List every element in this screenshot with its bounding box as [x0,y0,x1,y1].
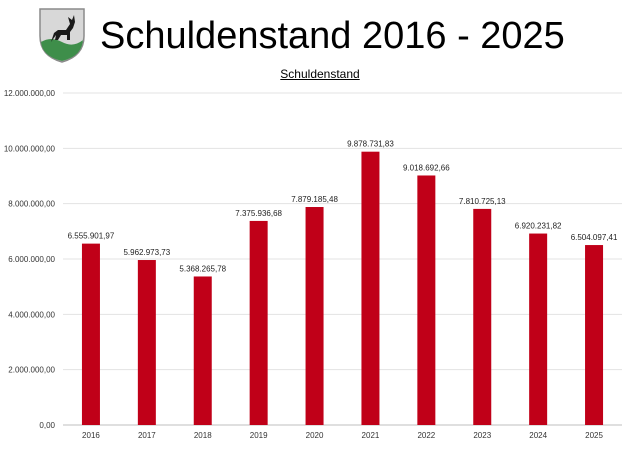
data-label: 9.018.692,66 [403,163,450,172]
bar [81,243,100,425]
data-label: 7.879.185,48 [291,195,338,204]
data-label: 6.555.901,97 [68,232,115,241]
x-tick-label: 2019 [250,431,268,440]
x-tick-label: 2017 [138,431,156,440]
data-label: 9.878.731,83 [347,140,394,149]
bar [361,151,380,425]
bar [305,207,324,425]
y-tick-label: 8.000.000,00 [8,200,55,209]
y-tick-label: 6.000.000,00 [8,255,55,264]
data-label: 5.962.973,73 [123,248,170,257]
data-label: 6.504.097,41 [571,233,618,242]
x-tick-label: 2020 [306,431,324,440]
x-tick-label: 2023 [473,431,491,440]
y-tick-label: 4.000.000,00 [8,310,55,319]
page-title: Schuldenstand 2016 - 2025 [100,15,565,57]
bar [193,276,212,425]
bar [137,260,156,425]
x-tick-label: 2021 [362,431,380,440]
coat-of-arms-logo [37,6,87,64]
x-tick-label: 2025 [585,431,603,440]
bar [473,208,492,425]
data-label: 7.375.936,68 [235,209,282,218]
y-tick-label: 2.000.000,00 [8,366,55,375]
y-tick-label: 12.000.000,00 [4,89,56,98]
y-tick-label: 10.000.000,00 [4,144,56,153]
bar [417,175,436,425]
chart-title: Schuldenstand [280,67,360,81]
crest-ibex [51,15,75,42]
bar [529,233,548,425]
crest-green-base [41,38,83,61]
data-label: 6.920.231,82 [515,222,562,231]
bar [585,245,604,425]
x-tick-label: 2022 [417,431,435,440]
x-tick-label: 2018 [194,431,212,440]
bar [249,220,268,425]
data-label: 5.368.265,78 [179,264,226,273]
x-tick-label: 2024 [529,431,547,440]
x-tick-label: 2016 [82,431,100,440]
data-label: 7.810.725,13 [459,197,506,206]
y-tick-label: 0,00 [39,421,55,430]
